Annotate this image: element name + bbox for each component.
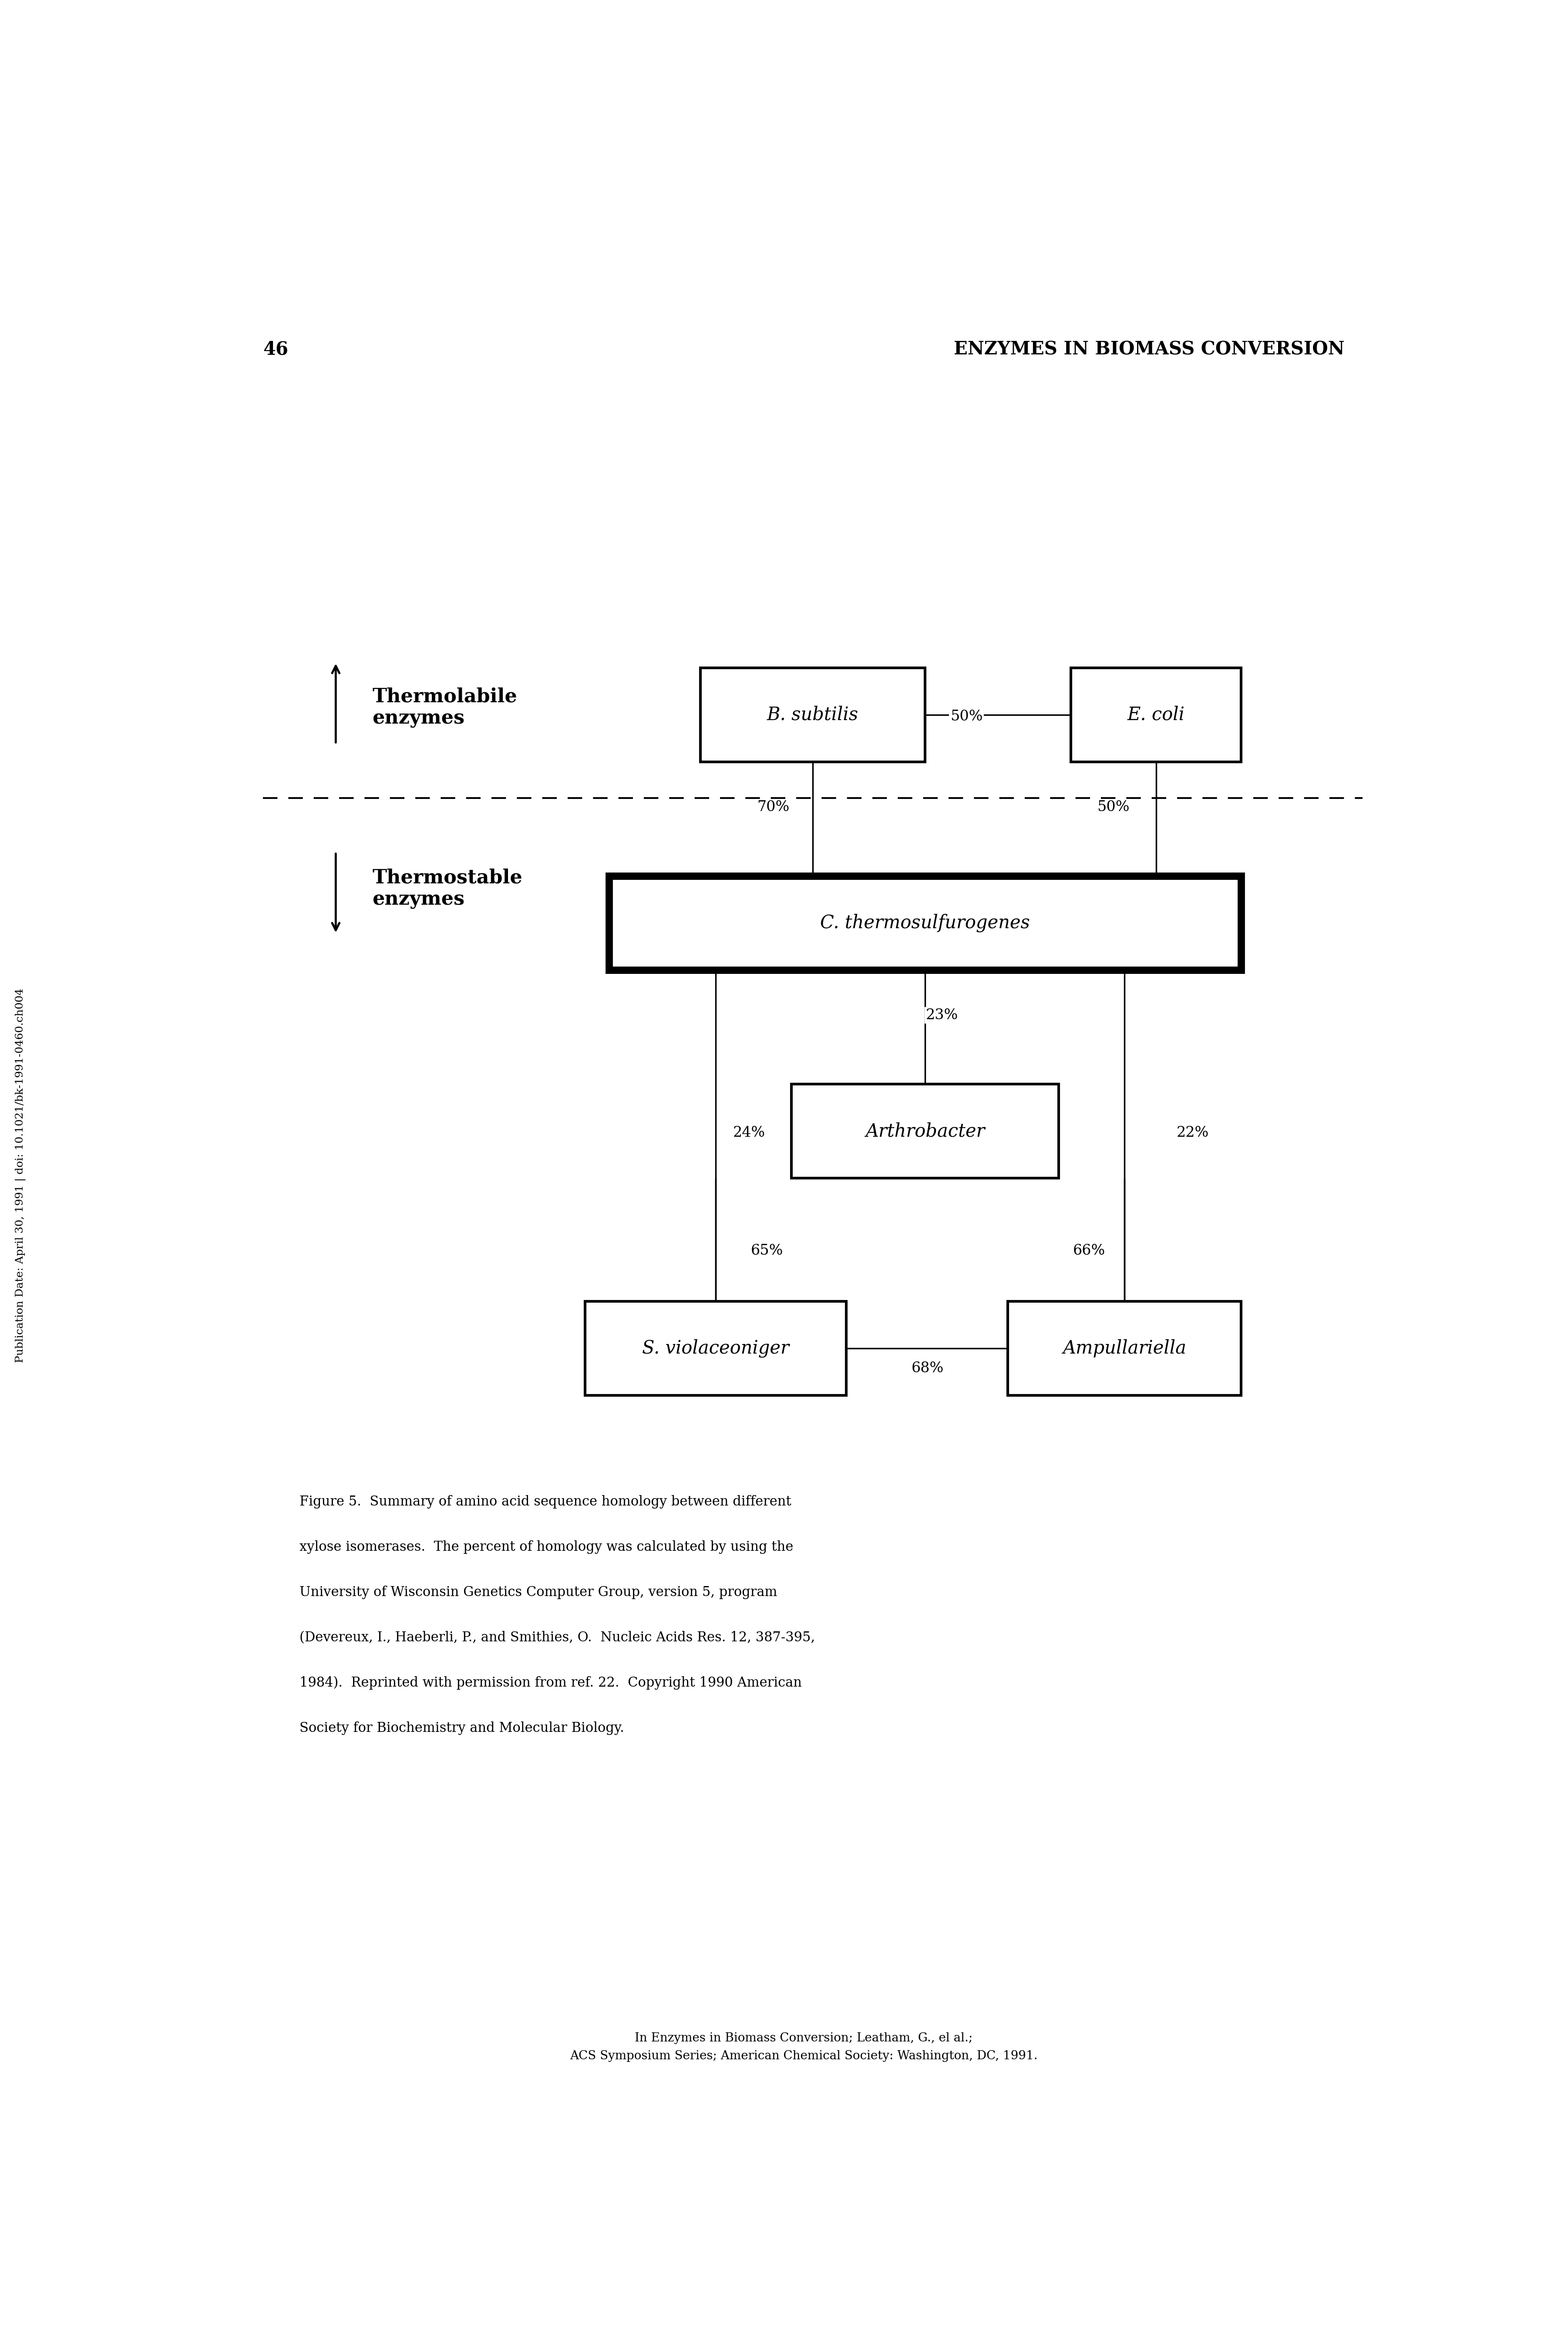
FancyBboxPatch shape: [1071, 668, 1242, 762]
Text: Publication Date: April 30, 1991 | doi: 10.1021/bk-1991-0460.ch004: Publication Date: April 30, 1991 | doi: …: [16, 987, 25, 1364]
Text: 22%: 22%: [1176, 1126, 1209, 1140]
Text: Thermolabile
enzymes: Thermolabile enzymes: [372, 686, 517, 729]
Text: Ampullariella: Ampullariella: [1063, 1340, 1187, 1357]
Text: ENZYMES IN BIOMASS CONVERSION: ENZYMES IN BIOMASS CONVERSION: [953, 341, 1344, 357]
Text: 1984).  Reprinted with permission from ref. 22.  Copyright 1990 American: 1984). Reprinted with permission from re…: [299, 1676, 801, 1690]
Text: Society for Biochemistry and Molecular Biology.: Society for Biochemistry and Molecular B…: [299, 1721, 624, 1735]
Text: ACS Symposium Series; American Chemical Society: Washington, DC, 1991.: ACS Symposium Series; American Chemical …: [569, 2050, 1038, 2062]
Text: Arthrobacter: Arthrobacter: [866, 1121, 985, 1140]
Text: 24%: 24%: [732, 1126, 765, 1140]
Text: 50%: 50%: [1098, 799, 1129, 813]
Text: Figure 5.  Summary of amino acid sequence homology between different: Figure 5. Summary of amino acid sequence…: [299, 1495, 792, 1509]
Text: 23%: 23%: [927, 1009, 958, 1023]
FancyBboxPatch shape: [610, 877, 1242, 971]
Text: E. coli: E. coli: [1127, 705, 1185, 724]
Text: 70%: 70%: [757, 799, 789, 813]
FancyBboxPatch shape: [792, 1084, 1058, 1178]
Text: C. thermosulfurogenes: C. thermosulfurogenes: [820, 915, 1030, 933]
Text: 66%: 66%: [1073, 1244, 1105, 1258]
Text: 46: 46: [263, 341, 289, 357]
Text: S. violaceoniger: S. violaceoniger: [641, 1340, 789, 1357]
Text: 65%: 65%: [751, 1244, 784, 1258]
Text: 68%: 68%: [911, 1361, 944, 1375]
Text: In Enzymes in Biomass Conversion; Leatham, G., el al.;: In Enzymes in Biomass Conversion; Leatha…: [635, 2031, 972, 2043]
FancyBboxPatch shape: [1008, 1302, 1242, 1396]
Text: University of Wisconsin Genetics Computer Group, version 5, program: University of Wisconsin Genetics Compute…: [299, 1585, 778, 1599]
FancyBboxPatch shape: [585, 1302, 847, 1396]
Text: xylose isomerases.  The percent of homology was calculated by using the: xylose isomerases. The percent of homolo…: [299, 1540, 793, 1554]
Text: Thermostable
enzymes: Thermostable enzymes: [372, 868, 522, 910]
Text: (Devereux, I., Haeberli, P., and Smithies, O.  Nucleic Acids Res. 12, 387-395,: (Devereux, I., Haeberli, P., and Smithie…: [299, 1632, 815, 1643]
Text: B. subtilis: B. subtilis: [767, 705, 858, 724]
Text: 50%: 50%: [950, 710, 983, 724]
FancyBboxPatch shape: [701, 668, 925, 762]
